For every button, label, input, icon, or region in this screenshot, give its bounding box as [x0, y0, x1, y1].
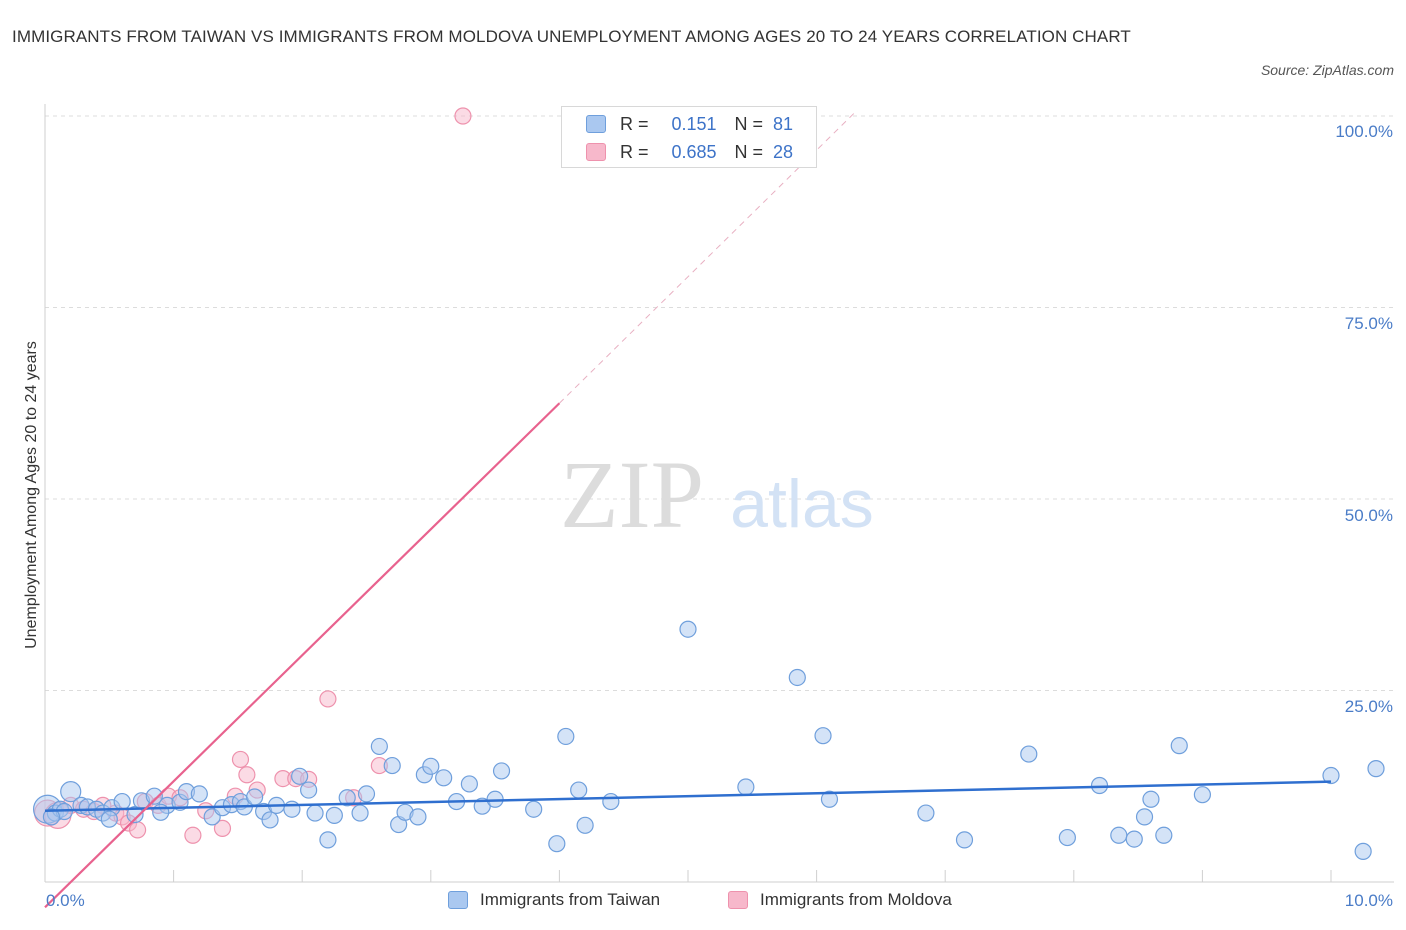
taiwan-point	[814, 727, 832, 745]
taiwan-point	[152, 803, 170, 821]
x-tick-label: 10.0%	[1344, 891, 1393, 910]
legend-item-taiwan[interactable]: Immigrants from Taiwan	[448, 890, 660, 910]
taiwan-point	[370, 737, 388, 756]
taiwan-point	[42, 808, 61, 826]
taiwan-point	[1193, 786, 1212, 804]
taiwan-point	[820, 790, 839, 808]
taiwan-point	[788, 668, 806, 687]
taiwan-swatch	[586, 115, 606, 133]
watermark: ZIP atlas	[560, 441, 874, 548]
taiwan-point	[1367, 760, 1385, 778]
taiwan-point	[422, 757, 440, 775]
moldova-point	[319, 690, 337, 708]
moldova-trend-line	[44, 402, 561, 909]
taiwan-point	[100, 810, 118, 828]
r-value: 0.151	[671, 113, 717, 134]
taiwan-points	[32, 620, 1406, 860]
taiwan-point	[1170, 737, 1188, 755]
taiwan-point	[351, 804, 369, 822]
axes	[44, 104, 1394, 883]
taiwan-point	[460, 775, 478, 793]
taiwan-point	[291, 767, 309, 785]
n-label: N =	[734, 141, 764, 162]
taiwan-point	[576, 816, 594, 834]
taiwan-point	[1135, 808, 1154, 826]
r-label: R =	[620, 141, 649, 162]
legend-row-taiwan: R = 0.151 N = 81	[586, 112, 793, 136]
n-value: 81	[773, 113, 794, 134]
legend-row-moldova: R = 0.685 N = 28	[586, 140, 793, 164]
moldova-swatch	[586, 143, 606, 161]
taiwan-point	[190, 785, 208, 803]
watermark-zip: ZIP	[560, 441, 704, 548]
taiwan-point	[435, 769, 453, 787]
legend-label: Immigrants from Moldova	[760, 890, 952, 909]
taiwan-swatch	[448, 891, 468, 909]
taiwan-point	[409, 808, 427, 826]
moldova-points	[33, 107, 472, 844]
taiwan-trend-line	[44, 780, 1332, 813]
taiwan-point	[1020, 745, 1038, 763]
taiwan-point	[1322, 766, 1340, 785]
taiwan-point	[300, 781, 318, 799]
r-label: R =	[620, 113, 649, 134]
taiwan-point	[60, 781, 82, 803]
taiwan-point	[570, 781, 588, 799]
legend-label: Immigrants from Taiwan	[480, 890, 661, 909]
taiwan-point	[383, 756, 401, 775]
taiwan-point	[1354, 842, 1372, 860]
taiwan-point	[1125, 830, 1143, 848]
legend-item-moldova[interactable]: Immigrants from Moldova	[728, 890, 952, 910]
taiwan-point	[283, 800, 301, 818]
taiwan-point	[955, 831, 974, 849]
n-value: 28	[773, 141, 794, 162]
y-tick-label: 100.0%	[1335, 122, 1393, 141]
taiwan-point	[325, 806, 343, 824]
r-value: 0.685	[671, 141, 717, 162]
taiwan-point	[246, 788, 264, 806]
source-credit: Source: ZipAtlas.com	[1260, 62, 1394, 78]
moldova-point	[213, 819, 232, 837]
taiwan-point	[1090, 776, 1109, 795]
moldova-swatch	[728, 891, 748, 909]
watermark-atlas: atlas	[730, 466, 874, 542]
taiwan-point	[261, 811, 279, 829]
moldova-point	[454, 107, 472, 125]
y-tick-label: 75.0%	[1344, 314, 1393, 333]
moldova-point	[128, 821, 147, 839]
taiwan-point	[306, 804, 324, 822]
taiwan-point	[1155, 826, 1173, 844]
taiwan-point	[917, 804, 935, 822]
taiwan-point	[525, 800, 543, 818]
taiwan-point	[1058, 828, 1076, 847]
grid-lines	[45, 115, 1394, 691]
taiwan-point	[492, 762, 511, 780]
taiwan-point	[1110, 826, 1128, 844]
correlation-legend: R = 0.151 N = 81 R = 0.685 N = 28	[561, 106, 817, 168]
taiwan-point	[557, 727, 575, 746]
moldova-point	[184, 826, 202, 844]
x-tick-label: 0.0%	[46, 891, 85, 910]
taiwan-point	[126, 805, 144, 824]
taiwan-point	[548, 835, 566, 853]
moldova-point	[238, 766, 256, 784]
chart-title: IMMIGRANTS FROM TAIWAN VS IMMIGRANTS FRO…	[12, 27, 1131, 46]
taiwan-point	[1142, 790, 1160, 808]
y-tick-label: 50.0%	[1344, 506, 1393, 525]
taiwan-point	[357, 785, 376, 803]
taiwan-point	[602, 792, 620, 811]
taiwan-point	[737, 778, 755, 796]
taiwan-point	[113, 792, 131, 811]
n-label: N =	[734, 113, 764, 134]
taiwan-point	[145, 787, 163, 805]
taiwan-point	[338, 789, 356, 807]
taiwan-point	[319, 831, 337, 849]
taiwan-point	[679, 620, 697, 638]
y-tick-label: 25.0%	[1344, 697, 1393, 716]
moldova-point	[231, 750, 250, 769]
